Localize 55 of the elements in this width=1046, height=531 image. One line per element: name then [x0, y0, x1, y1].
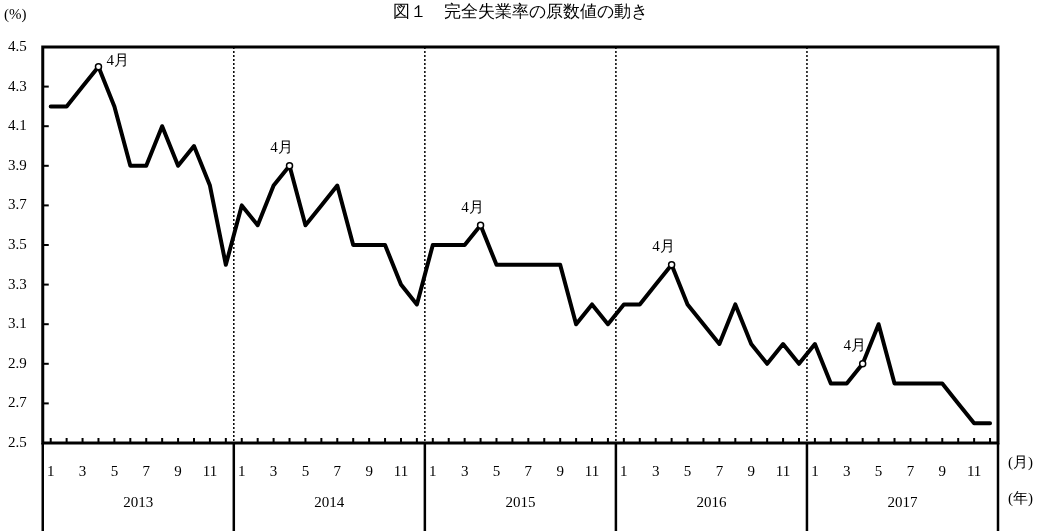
y-axis-title: (%) — [4, 6, 27, 24]
text: (年) — [1008, 489, 1033, 507]
x-tick-label: 5 — [874, 462, 883, 479]
x-tick-label: 1 — [46, 462, 55, 479]
x-tick-label: 1 — [429, 462, 437, 479]
y-tick-label: 2.9 — [8, 354, 27, 371]
x-tick-label: 9 — [747, 462, 755, 479]
text: 2015 — [505, 493, 536, 510]
text: 2014 — [314, 493, 345, 510]
x-tick-label: 7 — [142, 462, 151, 479]
text: 2013 — [123, 493, 154, 510]
y-tick-label: 3.7 — [8, 196, 28, 213]
x-tick-label: 1 — [620, 462, 628, 479]
x-tick-label: 7 — [906, 462, 915, 479]
y-tick-label: 3.3 — [8, 275, 27, 292]
x-tick-label: 7 — [524, 462, 533, 479]
y-tick-label: 4.5 — [8, 37, 27, 54]
x-tick-label: 9 — [365, 462, 373, 479]
x-tick-label: 3 — [843, 462, 851, 479]
x-tick-label: 11 — [393, 462, 409, 479]
x-tick-label: 11 — [775, 462, 791, 479]
annotation: 4月 — [106, 52, 129, 69]
x-tick-label: 5 — [683, 462, 692, 479]
y-tick-label: 4.3 — [8, 77, 27, 94]
y-tick-label: 4.1 — [8, 117, 27, 134]
x-tick-label: 9 — [938, 462, 947, 479]
annotation: 4月 — [843, 337, 866, 354]
x-tick-label: 1 — [811, 462, 819, 479]
x-tick-label: 7 — [715, 462, 724, 479]
x-tick-label: 3 — [460, 462, 469, 479]
x-tick-label: 9 — [174, 462, 182, 479]
y-tick-label: 2.7 — [8, 394, 28, 411]
x-tick-label: 5 — [110, 462, 119, 479]
annotation: 4月 — [652, 238, 675, 255]
x-tick-label: 11 — [202, 462, 218, 479]
chart-title: 図１ 完全失業率の原数値の動き — [392, 1, 648, 21]
x-tick-label: 9 — [556, 462, 564, 479]
x-tick-label: 1 — [238, 462, 246, 479]
x-tick-label: 3 — [651, 462, 660, 479]
y-tick-label: 3.9 — [8, 156, 27, 173]
x-axis-title: (月) — [1008, 453, 1033, 471]
x-tick-label: 11 — [966, 462, 982, 479]
annotation: 4月 — [270, 139, 293, 156]
x-tick-label: 3 — [78, 462, 87, 479]
text: 2016 — [696, 493, 727, 510]
y-tick-label: 3.5 — [8, 235, 27, 252]
y-tick-label: 2.5 — [8, 433, 27, 450]
x-tick-label: 3 — [269, 462, 278, 479]
x-tick-label: 7 — [333, 462, 342, 479]
y-tick-label: 3.1 — [8, 315, 27, 332]
annotation: 4月 — [461, 198, 484, 215]
x-tick-label: 5 — [301, 462, 310, 479]
text: 2017 — [887, 493, 918, 510]
x-tick-label: 5 — [492, 462, 501, 479]
x-tick-label: 11 — [584, 462, 600, 479]
